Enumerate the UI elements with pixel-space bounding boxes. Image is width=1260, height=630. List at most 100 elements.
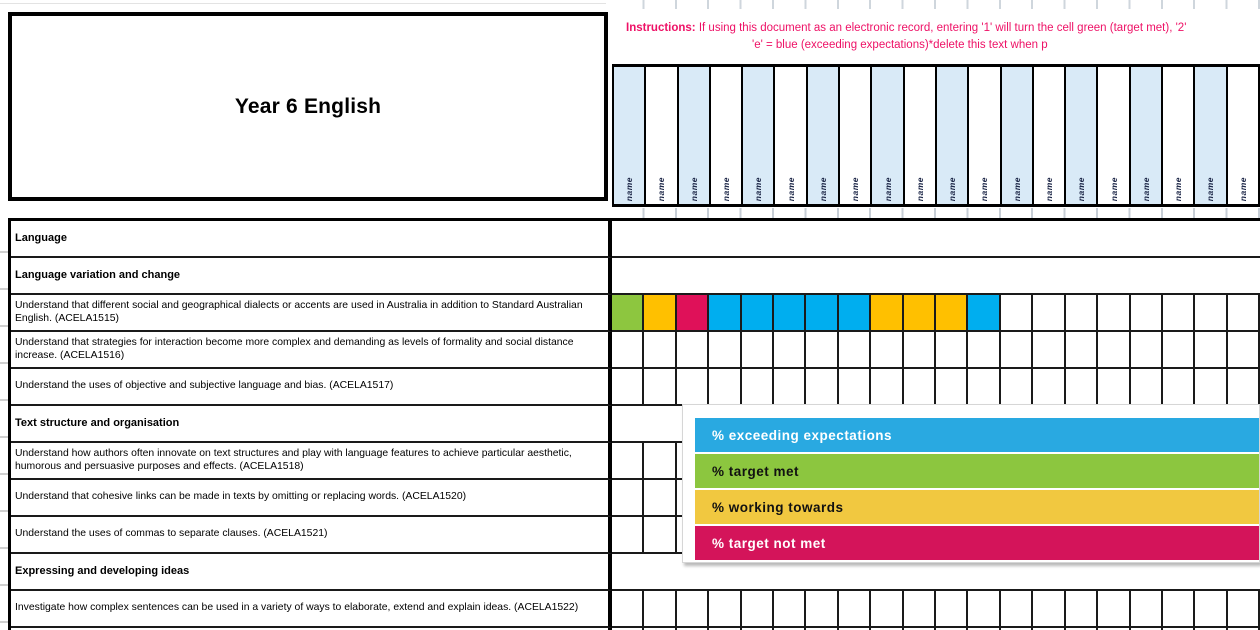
student-column-header[interactable]: name [1227, 67, 1260, 204]
grid-cell[interactable] [644, 591, 677, 626]
grid-cell[interactable] [1162, 295, 1196, 330]
grid-cell[interactable] [612, 591, 645, 626]
student-column-header[interactable]: name [614, 67, 647, 204]
grid-cell[interactable] [871, 369, 904, 404]
grid-cell[interactable] [1065, 628, 1099, 630]
grid-cell[interactable] [1000, 591, 1034, 626]
grid-cell[interactable] [806, 591, 839, 626]
status-cell-blue[interactable] [968, 295, 1001, 330]
grid-cell[interactable] [1065, 591, 1099, 626]
grid-cell[interactable] [903, 332, 937, 367]
grid-cell[interactable] [871, 591, 904, 626]
grid-cell[interactable] [612, 332, 645, 367]
student-column-header[interactable]: name [646, 67, 679, 204]
student-column-header[interactable]: name [1195, 67, 1228, 204]
grid-cell[interactable] [968, 591, 1001, 626]
grid-cell[interactable] [774, 332, 807, 367]
status-cell-yellow[interactable] [871, 295, 904, 330]
grid-cell[interactable] [936, 369, 969, 404]
grid-cell[interactable] [1033, 295, 1066, 330]
student-column-header[interactable]: name [1033, 67, 1067, 204]
grid-cell[interactable] [1130, 591, 1163, 626]
status-cell-yellow[interactable] [936, 295, 969, 330]
grid-cell[interactable] [1162, 591, 1196, 626]
grid-cell[interactable] [968, 332, 1001, 367]
grid-cell[interactable] [1065, 295, 1099, 330]
grid-cell[interactable] [1162, 369, 1196, 404]
grid-cell[interactable] [806, 369, 839, 404]
student-column-header[interactable]: name [936, 67, 970, 204]
grid-cell[interactable] [936, 591, 969, 626]
grid-cell[interactable] [774, 591, 807, 626]
student-column-header[interactable]: name [1001, 67, 1034, 204]
status-cell-green[interactable] [612, 295, 645, 330]
grid-cell[interactable] [709, 628, 742, 630]
grid-cell[interactable] [676, 369, 710, 404]
grid-cell[interactable] [1065, 369, 1099, 404]
grid-cell[interactable] [1130, 295, 1163, 330]
status-cell-blue[interactable] [741, 295, 775, 330]
student-column-header[interactable]: name [710, 67, 744, 204]
status-cell-blue[interactable] [774, 295, 807, 330]
grid-cell[interactable] [676, 591, 710, 626]
grid-cell[interactable] [644, 480, 677, 515]
grid-cell[interactable] [871, 628, 904, 630]
grid-cell[interactable] [1162, 628, 1196, 630]
grid-cell[interactable] [1000, 295, 1034, 330]
grid-cell[interactable] [936, 628, 969, 630]
grid-cell[interactable] [1098, 369, 1131, 404]
status-cell-pink[interactable] [676, 295, 710, 330]
grid-cell[interactable] [644, 628, 677, 630]
grid-cell[interactable] [903, 628, 937, 630]
grid-cell[interactable] [1033, 332, 1066, 367]
grid-cell[interactable] [1195, 369, 1228, 404]
grid-cell[interactable] [1130, 628, 1163, 630]
student-column-header[interactable]: name [1163, 67, 1196, 204]
grid-cell[interactable] [838, 332, 872, 367]
grid-cell[interactable] [1130, 369, 1163, 404]
grid-cell[interactable] [741, 591, 775, 626]
grid-cell[interactable] [709, 591, 742, 626]
student-column-header[interactable]: name [678, 67, 711, 204]
grid-cell[interactable] [1195, 332, 1228, 367]
grid-cell[interactable] [1000, 332, 1034, 367]
grid-cell[interactable] [1033, 628, 1066, 630]
student-column-header[interactable]: name [1130, 67, 1164, 204]
grid-cell[interactable] [871, 332, 904, 367]
status-cell-yellow[interactable] [903, 295, 937, 330]
grid-cell[interactable] [1195, 295, 1228, 330]
student-column-header[interactable]: name [840, 67, 873, 204]
grid-cell[interactable] [1227, 591, 1260, 626]
grid-cell[interactable] [1033, 369, 1066, 404]
grid-cell[interactable] [612, 480, 645, 515]
status-cell-blue[interactable] [709, 295, 742, 330]
grid-cell[interactable] [1098, 332, 1131, 367]
grid-cell[interactable] [936, 332, 969, 367]
grid-cell[interactable] [1033, 591, 1066, 626]
grid-cell[interactable] [838, 369, 872, 404]
student-column-header[interactable]: name [743, 67, 776, 204]
grid-cell[interactable] [644, 369, 677, 404]
grid-cell[interactable] [1195, 591, 1228, 626]
grid-cell[interactable] [1195, 628, 1228, 630]
grid-cell[interactable] [774, 369, 807, 404]
student-column-header[interactable]: name [1098, 67, 1131, 204]
student-column-header[interactable]: name [872, 67, 905, 204]
grid-cell[interactable] [1098, 295, 1131, 330]
student-column-header[interactable]: name [1066, 67, 1099, 204]
grid-cell[interactable] [1130, 332, 1163, 367]
grid-cell[interactable] [1227, 369, 1260, 404]
student-column-header[interactable]: name [904, 67, 937, 204]
grid-cell[interactable] [903, 591, 937, 626]
grid-cell[interactable] [1162, 332, 1196, 367]
grid-cell[interactable] [774, 628, 807, 630]
grid-cell[interactable] [676, 628, 710, 630]
grid-cell[interactable] [612, 443, 645, 478]
grid-cell[interactable] [741, 332, 775, 367]
grid-cell[interactable] [1227, 295, 1260, 330]
grid-cell[interactable] [676, 332, 710, 367]
grid-cell[interactable] [612, 369, 645, 404]
grid-cell[interactable] [1000, 369, 1034, 404]
grid-cell[interactable] [709, 332, 742, 367]
grid-cell[interactable] [1227, 628, 1260, 630]
